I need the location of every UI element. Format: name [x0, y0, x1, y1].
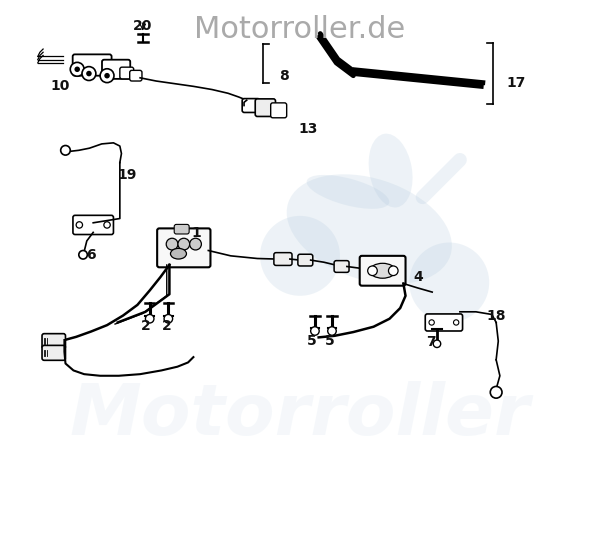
Circle shape: [409, 243, 489, 322]
FancyBboxPatch shape: [334, 261, 349, 272]
Circle shape: [79, 251, 88, 259]
FancyBboxPatch shape: [42, 345, 65, 360]
FancyBboxPatch shape: [42, 334, 65, 349]
FancyBboxPatch shape: [298, 254, 313, 266]
Circle shape: [70, 62, 84, 76]
Text: 2: 2: [162, 319, 172, 333]
Circle shape: [86, 71, 92, 76]
Text: Motorroller: Motorroller: [70, 381, 530, 450]
Text: 8: 8: [279, 69, 289, 83]
Circle shape: [368, 266, 377, 276]
Ellipse shape: [287, 174, 452, 284]
Text: 6: 6: [86, 248, 96, 262]
Text: 2: 2: [140, 319, 151, 333]
Text: 13: 13: [299, 122, 318, 136]
Text: 18: 18: [487, 309, 506, 322]
Text: 19: 19: [117, 168, 136, 182]
FancyBboxPatch shape: [174, 224, 189, 234]
FancyBboxPatch shape: [255, 99, 275, 116]
FancyBboxPatch shape: [120, 67, 134, 79]
Circle shape: [490, 386, 502, 398]
FancyBboxPatch shape: [73, 54, 112, 76]
Circle shape: [104, 222, 110, 228]
FancyBboxPatch shape: [274, 253, 292, 265]
Circle shape: [454, 320, 459, 325]
Ellipse shape: [368, 134, 413, 207]
FancyBboxPatch shape: [102, 60, 130, 79]
Text: 17: 17: [506, 76, 526, 90]
Circle shape: [388, 266, 398, 276]
FancyBboxPatch shape: [425, 314, 463, 331]
Text: 20: 20: [133, 19, 152, 33]
FancyBboxPatch shape: [130, 70, 142, 81]
Circle shape: [166, 238, 178, 250]
Text: 5: 5: [325, 334, 334, 348]
Circle shape: [61, 146, 70, 155]
Circle shape: [164, 314, 173, 323]
Circle shape: [328, 327, 336, 335]
Text: 7: 7: [426, 335, 436, 349]
Text: 10: 10: [50, 79, 70, 93]
Circle shape: [178, 238, 190, 250]
FancyBboxPatch shape: [73, 215, 113, 235]
FancyBboxPatch shape: [359, 256, 406, 286]
Circle shape: [145, 314, 154, 323]
Circle shape: [76, 222, 83, 228]
Ellipse shape: [307, 175, 389, 209]
Circle shape: [100, 69, 114, 83]
Text: 4: 4: [413, 270, 423, 284]
FancyBboxPatch shape: [271, 103, 287, 118]
Ellipse shape: [170, 248, 187, 259]
Circle shape: [190, 238, 202, 250]
Text: Motorroller.de: Motorroller.de: [194, 15, 406, 44]
Circle shape: [260, 216, 340, 296]
FancyBboxPatch shape: [157, 228, 211, 267]
Circle shape: [74, 67, 80, 72]
Ellipse shape: [370, 263, 395, 278]
FancyBboxPatch shape: [242, 99, 260, 112]
Circle shape: [429, 320, 434, 325]
Text: 1: 1: [191, 227, 201, 240]
Circle shape: [82, 67, 96, 80]
Circle shape: [311, 327, 319, 335]
Circle shape: [104, 73, 110, 78]
Circle shape: [433, 340, 441, 348]
Text: 5: 5: [307, 334, 317, 348]
